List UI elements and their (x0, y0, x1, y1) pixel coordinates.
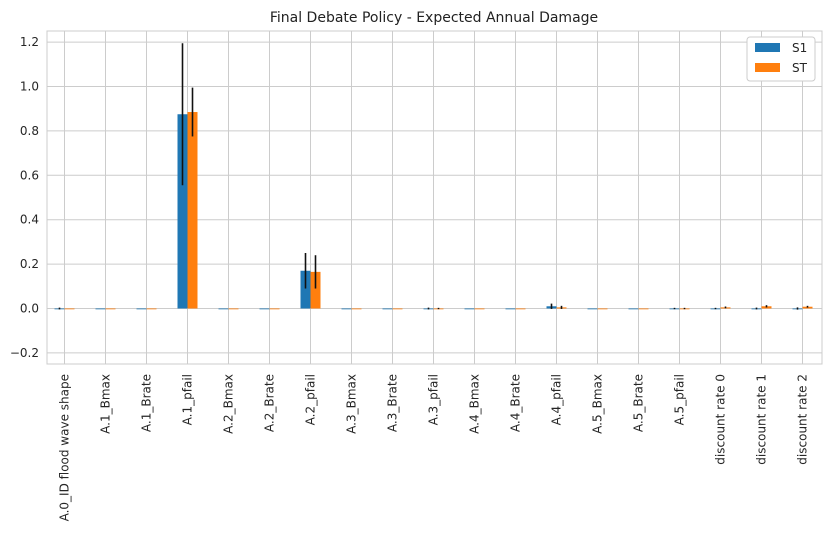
x-tick-label: A.3_pfail (427, 374, 441, 425)
bar-s1 (341, 308, 352, 310)
legend-label-st: ST (792, 61, 808, 75)
bar-s1 (505, 308, 516, 310)
x-tick-label: A.5_pfail (673, 374, 687, 425)
x-tick-label: A.3_Bmax (345, 374, 359, 434)
x-tick-label: A.5_Bmax (591, 374, 605, 434)
plot-area (46, 30, 823, 365)
x-tick-label: discount rate 1 (755, 374, 769, 465)
x-tick-label: A.2_Brate (263, 374, 277, 432)
legend-swatch-s1 (755, 43, 780, 52)
y-axis-ticks: −0.2 0.0 0.2 0.4 0.6 0.8 1.0 1.2 (10, 35, 39, 360)
y-tick-label: −0.2 (10, 346, 39, 360)
x-tick-label: discount rate 0 (714, 374, 728, 465)
x-tick-label: A.3_Brate (386, 374, 400, 432)
bar-s1 (95, 308, 106, 310)
bar-st (474, 308, 485, 310)
bar-st (310, 271, 321, 309)
bar-st (187, 112, 198, 309)
bar-st (515, 308, 526, 310)
y-tick-label: 0.8 (20, 124, 39, 138)
x-tick-label: A.1_pfail (181, 374, 195, 425)
y-tick-label: 0.6 (20, 168, 39, 182)
bar-st (638, 308, 649, 310)
bar-s1 (218, 308, 229, 310)
x-tick-label: A.2_pfail (304, 374, 318, 425)
bar-st (597, 308, 608, 310)
bar-s1 (177, 114, 188, 309)
bar-s1 (628, 308, 639, 310)
bar-st (351, 308, 362, 310)
bar-s1 (382, 308, 393, 310)
bar-st (269, 308, 280, 310)
bar-st (392, 308, 403, 310)
bar-s1 (587, 308, 598, 310)
bar-s1 (136, 308, 147, 310)
bar-st (146, 308, 157, 310)
y-tick-label: 1.0 (20, 80, 39, 94)
x-tick-label: A.5_Brate (632, 374, 646, 432)
legend-swatch-st (755, 63, 780, 72)
chart-title: Final Debate Policy - Expected Annual Da… (270, 10, 598, 26)
y-tick-label: 0.2 (20, 257, 39, 271)
x-tick-label: A.0_ID flood wave shape (58, 374, 72, 521)
x-tick-label: A.1_Brate (140, 374, 154, 432)
bar-s1 (300, 270, 311, 309)
y-tick-label: 0.4 (20, 213, 39, 227)
legend-label-s1: S1 (792, 41, 807, 55)
x-tick-label: A.4_Brate (509, 374, 523, 432)
x-tick-label: A.2_Bmax (222, 374, 236, 434)
x-tick-label: A.4_Bmax (468, 374, 482, 434)
legend: S1 ST (746, 36, 816, 82)
x-tick-label: discount rate 2 (796, 374, 810, 465)
y-tick-label: 0.0 (20, 302, 39, 316)
error-bars (58, 43, 809, 310)
bar-st (105, 308, 116, 310)
x-tick-label: A.4_pfail (550, 374, 564, 425)
y-tick-label: 1.2 (20, 35, 39, 49)
bar-st (64, 308, 75, 310)
x-tick-label: A.1_Bmax (99, 374, 113, 434)
x-axis-ticks: A.0_ID flood wave shape A.1_Bmax A.1_Brate… (58, 374, 810, 521)
bar-s1 (259, 308, 270, 310)
bar-s1 (464, 308, 475, 310)
bar-st (228, 308, 239, 310)
